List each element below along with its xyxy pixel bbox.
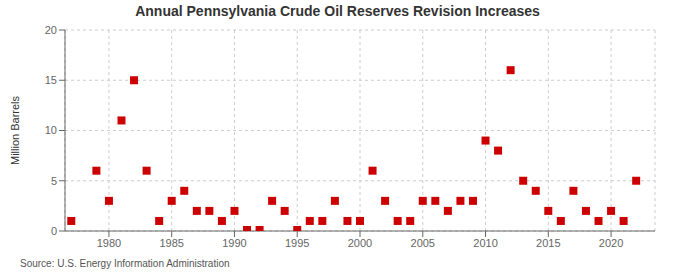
svg-text:2005: 2005: [411, 237, 435, 249]
svg-text:15: 15: [45, 74, 57, 86]
svg-text:2015: 2015: [536, 237, 560, 249]
svg-text:1985: 1985: [159, 237, 183, 249]
svg-text:20: 20: [45, 24, 57, 36]
svg-text:Million Barrels: Million Barrels: [9, 95, 21, 165]
svg-text:1980: 1980: [97, 237, 121, 249]
svg-text:2010: 2010: [473, 237, 497, 249]
html-text:Source: U.S. Energy Informatio: Source: U.S. Energy Information Administ…: [20, 258, 230, 269]
svg-text:2020: 2020: [599, 237, 623, 249]
svg-text:0: 0: [51, 225, 57, 237]
svg-text:5: 5: [51, 175, 57, 187]
svg-text:10: 10: [45, 124, 57, 136]
svg-text:2000: 2000: [348, 237, 372, 249]
svg-text:1995: 1995: [285, 237, 309, 249]
html-text:Annual Pennsylvania Crude Oil: Annual Pennsylvania Crude Oil Reserves R…: [135, 3, 540, 19]
svg-text:1990: 1990: [222, 237, 246, 249]
